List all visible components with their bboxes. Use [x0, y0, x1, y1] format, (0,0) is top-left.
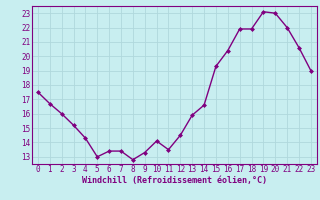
X-axis label: Windchill (Refroidissement éolien,°C): Windchill (Refroidissement éolien,°C) — [82, 176, 267, 185]
